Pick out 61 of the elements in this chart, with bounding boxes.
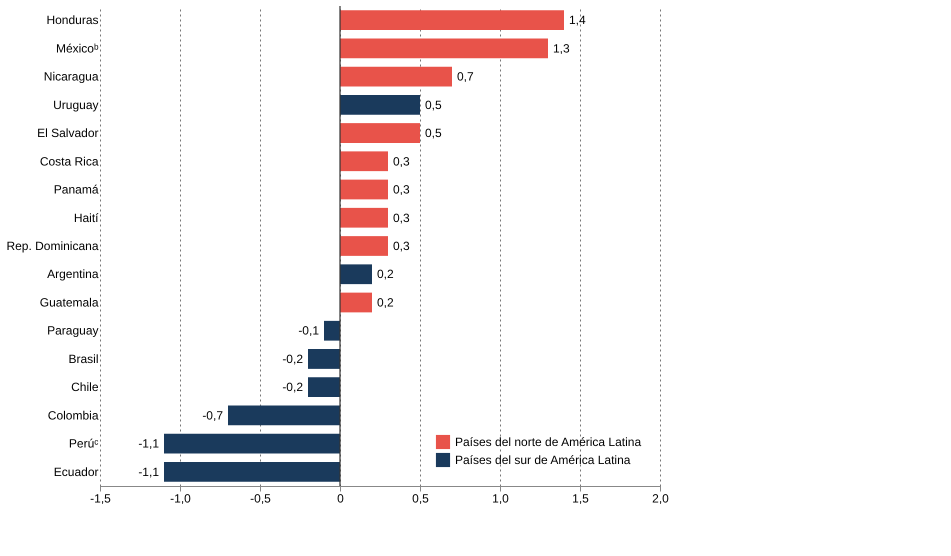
x-tick-label: 0,5 (412, 492, 430, 506)
y-tick-label: Panamá (54, 182, 99, 197)
legend-label: Países del norte de América Latina (455, 435, 642, 449)
y-tick-label: Brasil (68, 352, 98, 366)
x-tick-label: 1,5 (572, 492, 590, 506)
bar (340, 123, 420, 143)
data-label: 1,3 (553, 41, 570, 56)
y-tick-label: El Salvador (37, 126, 98, 140)
data-label: -0,2 (282, 380, 304, 394)
x-tick-label: 0 (337, 492, 344, 506)
bar (340, 180, 388, 200)
data-label: 0,2 (377, 267, 394, 282)
data-label: 1,4 (569, 13, 586, 28)
y-tick-label: Argentina (47, 267, 99, 282)
data-label: 0,3 (393, 239, 410, 253)
y-tick-label: Nicaragua (44, 70, 99, 84)
data-label: -0,7 (202, 408, 224, 422)
bar (324, 320, 340, 341)
x-tick-label: 2,0 (652, 492, 670, 506)
data-label: 0,3 (393, 182, 410, 197)
legend-label: Países del sur de América Latina (455, 453, 631, 467)
y-tick-label: Méxicoᵇ (56, 41, 99, 56)
bar (164, 434, 340, 454)
bar (340, 236, 388, 256)
bar (340, 38, 548, 58)
y-tick-label: Perúᶜ (68, 436, 98, 451)
data-label: -0,1 (298, 324, 320, 338)
y-tick-label: Colombia (48, 408, 99, 422)
data-label: -1,1 (138, 436, 160, 451)
y-tick-label: Paraguay (47, 324, 98, 338)
data-label: 0,2 (377, 295, 394, 310)
data-label: 0,3 (393, 154, 410, 168)
data-label: 0,5 (425, 126, 442, 140)
data-label: 0,5 (425, 98, 442, 112)
data-label: -0,2 (282, 352, 304, 366)
bar (340, 66, 452, 86)
bar (228, 406, 340, 426)
bar (340, 94, 420, 115)
data-label: -1,1 (138, 464, 160, 479)
y-tick-label: Uruguay (53, 98, 98, 112)
bar (340, 292, 372, 312)
bar (308, 349, 340, 369)
bar (308, 377, 340, 398)
y-tick-label: Rep. Dominicana (6, 239, 99, 253)
bar (340, 264, 372, 284)
x-tick-label: 1,0 (492, 492, 510, 506)
bar (164, 462, 340, 482)
x-tick-label: -0,5 (250, 492, 272, 506)
y-tick-label: Costa Rica (40, 154, 99, 168)
data-label: 0,3 (393, 210, 410, 225)
x-tick-label: -1,0 (170, 492, 192, 506)
bar (340, 10, 564, 30)
y-tick-label: Haití (74, 210, 100, 225)
data-label: 0,7 (457, 70, 474, 84)
y-tick-label: Honduras (46, 13, 98, 28)
y-tick-label: Guatemala (40, 295, 99, 310)
bar (340, 208, 388, 228)
y-tick-label: Ecuador (54, 464, 98, 479)
y-tick-label: Chile (71, 380, 99, 394)
bar (340, 151, 388, 172)
x-tick-label: -1,5 (90, 492, 112, 506)
